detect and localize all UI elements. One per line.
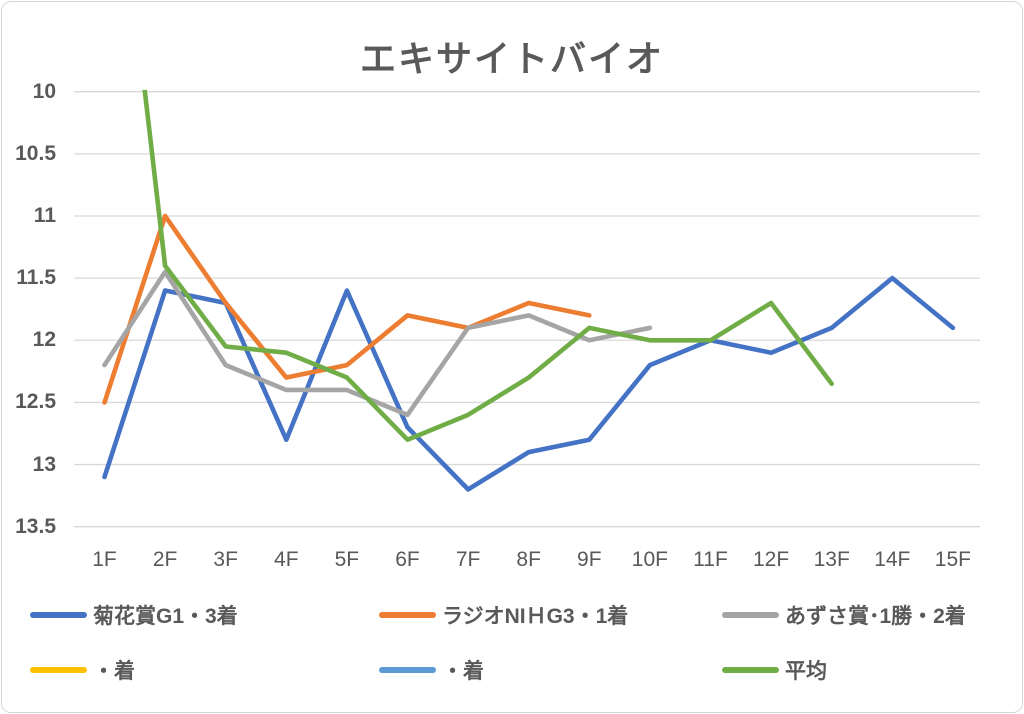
x-tick-label: 6F xyxy=(395,548,420,571)
series-line-2 xyxy=(102,269,653,418)
chart-title: エキサイトバイオ xyxy=(359,38,664,79)
legend-swatch-icon xyxy=(722,667,779,673)
x-tick-label: 8F xyxy=(516,548,541,571)
legend-item-1: ラジオNIＨG3・1着 xyxy=(379,603,629,628)
y-tick-label: 13 xyxy=(32,452,56,476)
legend-swatch-icon xyxy=(722,612,779,618)
legend-item-5: 平均 xyxy=(722,658,827,683)
x-tick-label: 4F xyxy=(274,548,299,571)
legend-item-4: ・着 xyxy=(379,658,484,683)
y-tick-label: 11 xyxy=(33,203,56,227)
x-tick-label: 10F xyxy=(631,548,668,571)
legend-swatch-icon xyxy=(30,667,87,673)
y-tick-label: 10.5 xyxy=(15,141,56,165)
legend-label: ラジオNIＨG3・1着 xyxy=(442,605,629,628)
y-tick-label: 13.5 xyxy=(15,514,56,538)
legend-label: あずさ賞･1勝・2着 xyxy=(785,605,966,628)
x-tick-label: 14F xyxy=(874,548,911,571)
y-tick-label: 12 xyxy=(32,328,56,352)
legend-item-2: あずさ賞･1勝・2着 xyxy=(722,603,966,628)
legend-label: 菊花賞G1・3着 xyxy=(93,605,238,628)
x-tick-label: 15F xyxy=(934,548,971,571)
x-tick-label: 7F xyxy=(455,548,481,571)
legend-swatch-icon xyxy=(379,667,436,673)
series-line-5 xyxy=(142,89,835,443)
y-tick-label: 11.5 xyxy=(16,266,56,290)
x-tick-label: 9F xyxy=(577,548,602,571)
legend-item-3: ・着 xyxy=(30,658,135,683)
legend-swatch-icon xyxy=(379,612,436,618)
legend-swatch-icon xyxy=(30,612,87,618)
legend-label: ・着 xyxy=(93,660,135,683)
legend-item-0: 菊花賞G1・3着 xyxy=(30,603,238,628)
x-tick-label: 2F xyxy=(152,548,178,571)
x-tick-label: 5F xyxy=(334,548,360,571)
y-tick-label: 10 xyxy=(32,79,56,103)
x-tick-label: 12F xyxy=(753,548,790,571)
series-line-1 xyxy=(102,213,592,405)
legend-label: 平均 xyxy=(785,660,827,683)
y-tick-label: 12.5 xyxy=(15,390,56,414)
x-tick-label: 3F xyxy=(213,548,238,571)
legend-label: ・着 xyxy=(442,660,484,683)
x-tick-label: 11F xyxy=(693,548,728,571)
x-tick-label: 13F xyxy=(813,548,850,571)
x-tick-label: 1F xyxy=(92,548,117,571)
